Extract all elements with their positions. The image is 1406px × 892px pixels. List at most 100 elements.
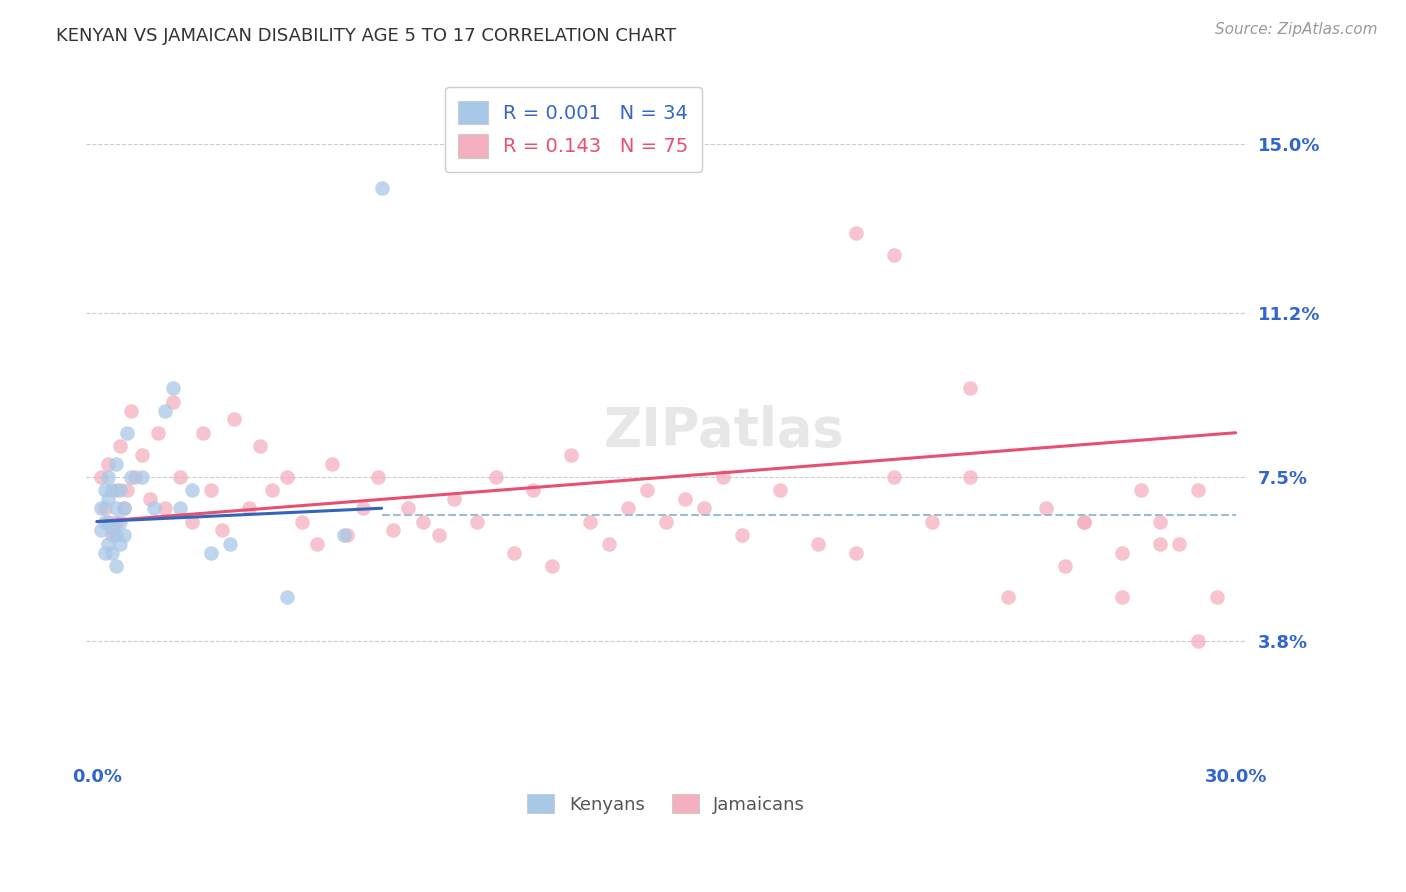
Point	[249, 439, 271, 453]
Point	[108, 439, 131, 453]
Point	[104, 559, 127, 574]
Point	[731, 528, 754, 542]
Point	[1111, 546, 1133, 560]
Point	[162, 394, 184, 409]
Point	[711, 470, 734, 484]
Point	[1035, 501, 1057, 516]
Point	[97, 492, 120, 507]
Point	[503, 546, 526, 560]
Point	[883, 248, 905, 262]
Point	[959, 470, 981, 484]
Point	[112, 501, 135, 516]
Point	[93, 483, 115, 498]
Point	[276, 590, 298, 604]
Point	[617, 501, 640, 516]
Point	[291, 515, 314, 529]
Point	[112, 501, 135, 516]
Point	[307, 537, 329, 551]
Point	[101, 524, 124, 538]
Point	[1073, 515, 1095, 529]
Point	[131, 448, 153, 462]
Point	[120, 403, 142, 417]
Point	[211, 524, 233, 538]
Point	[222, 412, 245, 426]
Point	[200, 483, 222, 498]
Point	[112, 528, 135, 542]
Point	[1073, 515, 1095, 529]
Point	[104, 457, 127, 471]
Point	[108, 483, 131, 498]
Point	[396, 501, 419, 516]
Point	[155, 501, 177, 516]
Point	[321, 457, 343, 471]
Point	[1149, 537, 1171, 551]
Point	[921, 515, 943, 529]
Point	[124, 470, 146, 484]
Point	[579, 515, 602, 529]
Text: KENYAN VS JAMAICAN DISABILITY AGE 5 TO 17 CORRELATION CHART: KENYAN VS JAMAICAN DISABILITY AGE 5 TO 1…	[56, 27, 676, 45]
Point	[484, 470, 506, 484]
Point	[997, 590, 1019, 604]
Point	[101, 483, 124, 498]
Point	[104, 515, 127, 529]
Point	[162, 381, 184, 395]
Point	[655, 515, 678, 529]
Point	[97, 470, 120, 484]
Point	[412, 515, 434, 529]
Point	[90, 524, 112, 538]
Point	[146, 425, 169, 440]
Text: Source: ZipAtlas.com: Source: ZipAtlas.com	[1215, 22, 1378, 37]
Point	[108, 515, 131, 529]
Point	[845, 546, 868, 560]
Point	[97, 457, 120, 471]
Point	[1187, 483, 1209, 498]
Point	[673, 492, 696, 507]
Point	[807, 537, 830, 551]
Point	[142, 501, 165, 516]
Point	[465, 515, 488, 529]
Point	[260, 483, 283, 498]
Point	[117, 425, 139, 440]
Point	[959, 381, 981, 395]
Point	[336, 528, 359, 542]
Point	[522, 483, 544, 498]
Point	[104, 501, 127, 516]
Point	[101, 546, 124, 560]
Point	[90, 501, 112, 516]
Point	[218, 537, 240, 551]
Point	[104, 483, 127, 498]
Point	[352, 501, 374, 516]
Point	[1053, 559, 1076, 574]
Point	[93, 515, 115, 529]
Point	[155, 403, 177, 417]
Point	[93, 501, 115, 516]
Point	[541, 559, 564, 574]
Point	[169, 501, 191, 516]
Point	[90, 470, 112, 484]
Point	[636, 483, 658, 498]
Point	[1187, 634, 1209, 648]
Point	[97, 515, 120, 529]
Point	[101, 528, 124, 542]
Point	[845, 226, 868, 240]
Point	[382, 524, 405, 538]
Point	[1111, 590, 1133, 604]
Point	[131, 470, 153, 484]
Point	[180, 515, 202, 529]
Point	[200, 546, 222, 560]
Point	[367, 470, 389, 484]
Point	[276, 470, 298, 484]
Text: ZIPatlas: ZIPatlas	[605, 405, 845, 457]
Point	[443, 492, 465, 507]
Point	[1149, 515, 1171, 529]
Point	[120, 470, 142, 484]
Point	[332, 528, 354, 542]
Point	[108, 537, 131, 551]
Point	[104, 528, 127, 542]
Point	[370, 181, 392, 195]
Point	[1167, 537, 1189, 551]
Legend: Kenyans, Jamaicans: Kenyans, Jamaicans	[519, 785, 814, 822]
Point	[139, 492, 162, 507]
Point	[693, 501, 716, 516]
Point	[1205, 590, 1227, 604]
